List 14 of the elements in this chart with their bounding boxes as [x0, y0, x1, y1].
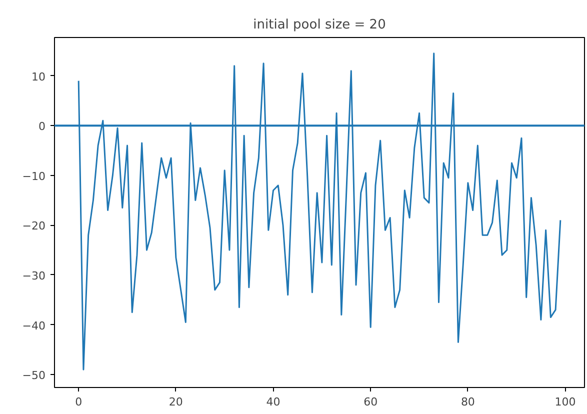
x-tick-label: 80 [460, 396, 475, 408]
x-tick-label: 0 [75, 396, 82, 408]
x-tick-label: 60 [364, 396, 378, 408]
chart-title: initial pool size = 20 [253, 18, 386, 32]
y-tick-label: −20 [22, 220, 46, 233]
x-tick-label: 100 [554, 396, 576, 408]
x-tick-label: 20 [168, 396, 183, 408]
y-tick-label: −40 [22, 319, 46, 332]
y-tick-label: −30 [22, 269, 46, 282]
y-tick-label: −50 [22, 369, 46, 382]
x-tick-label: 40 [266, 396, 280, 408]
y-tick-label: 0 [38, 120, 46, 134]
y-tick-label: 10 [32, 70, 46, 84]
y-tick-label: −10 [22, 170, 46, 183]
